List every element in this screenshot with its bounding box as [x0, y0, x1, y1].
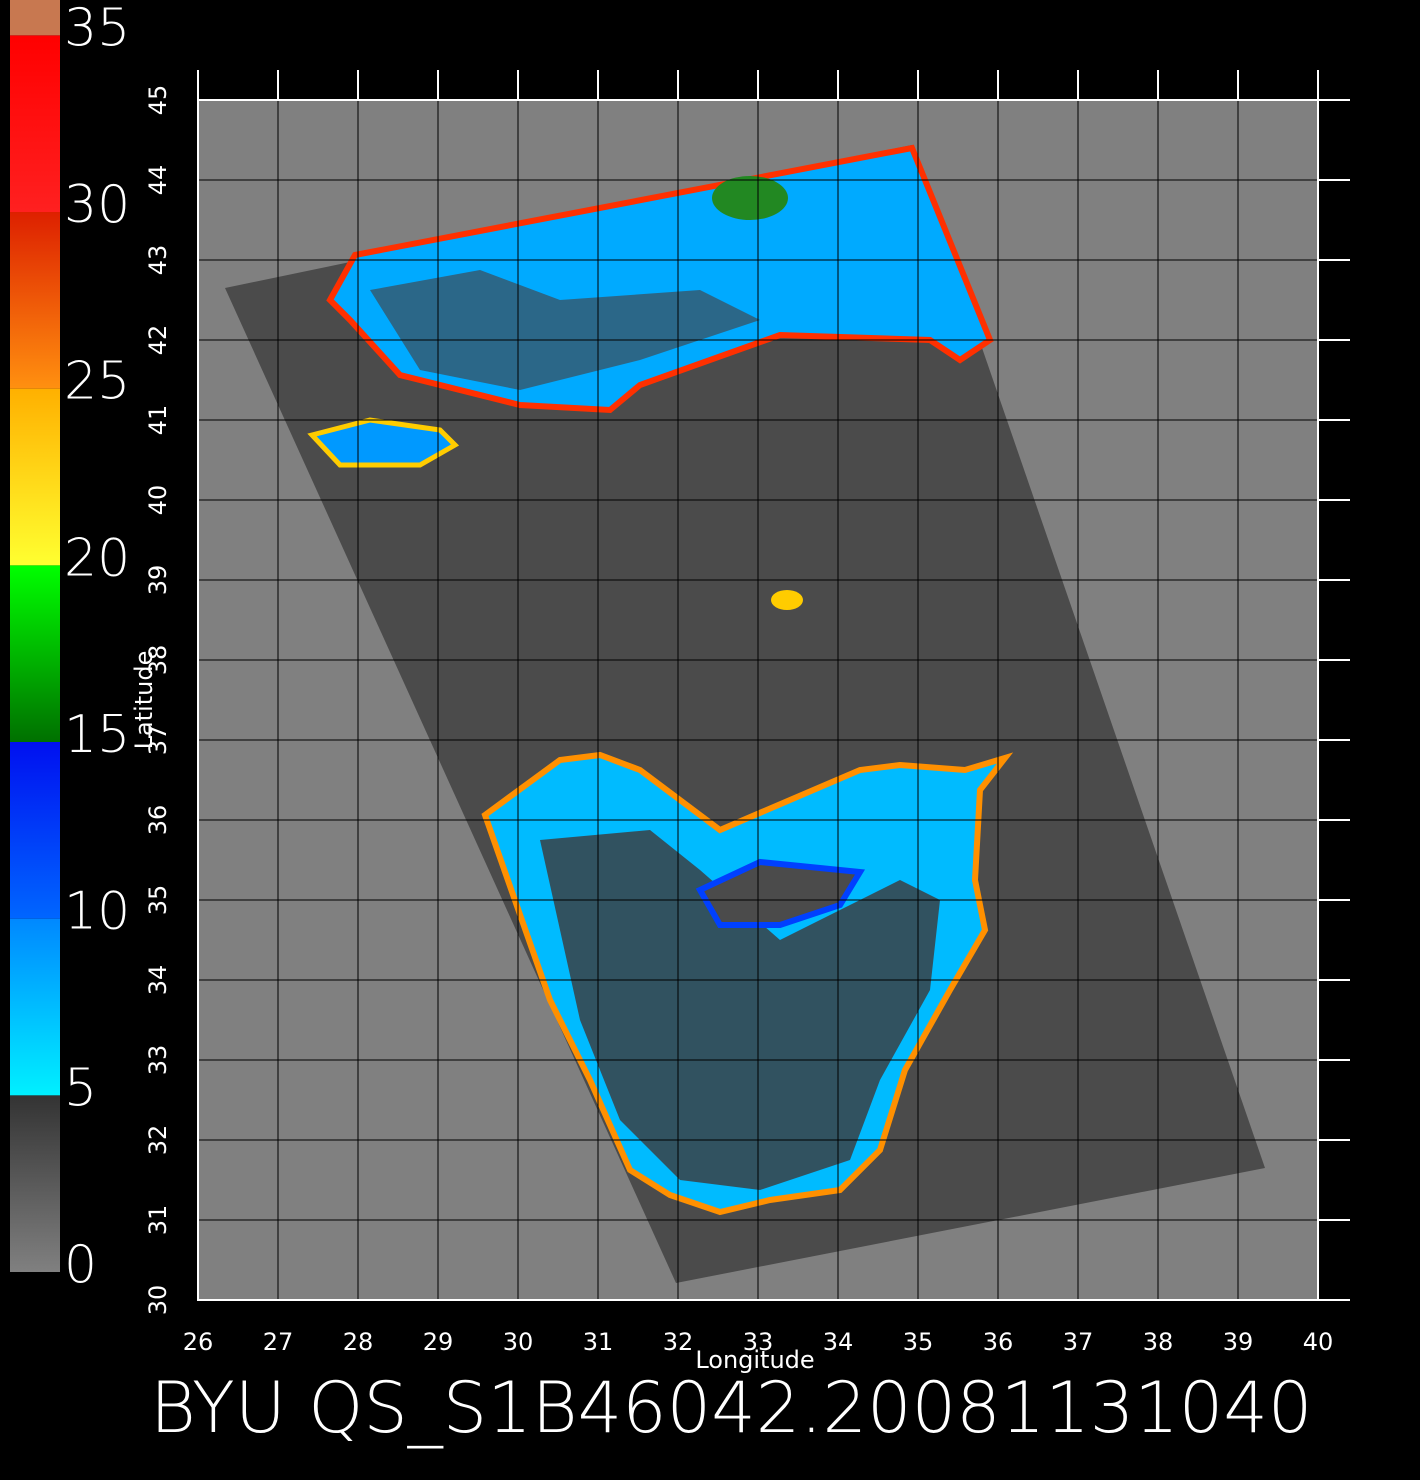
x-tick-label: 32 — [663, 1328, 694, 1356]
y-tick-label: 45 — [144, 85, 172, 116]
colorbar-label: 30 — [64, 175, 130, 235]
y-tick-label: 34 — [144, 965, 172, 996]
land-texture — [370, 270, 760, 390]
y-tick-label: 42 — [144, 325, 172, 356]
y-tick-label: 39 — [144, 565, 172, 596]
colorbar-segment — [10, 0, 60, 36]
y-tick-label: 43 — [144, 245, 172, 276]
x-tick-label: 39 — [1223, 1328, 1254, 1356]
colorbar-label: 5 — [64, 1058, 97, 1118]
colorbar-label: 0 — [64, 1235, 97, 1295]
y-tick-label: 32 — [144, 1125, 172, 1156]
x-tick-label: 31 — [583, 1328, 614, 1356]
y-tick-label: 38 — [144, 645, 172, 676]
green-patch — [712, 176, 788, 220]
x-tick-label: 38 — [1143, 1328, 1174, 1356]
axes: 26 27 28 29 30 31 32 33 34 35 36 37 38 39 40 30 31 32 33 34… — [144, 70, 1350, 1356]
colorbar-label: 10 — [64, 882, 130, 942]
colorbar-segment — [10, 742, 60, 919]
land-texture — [540, 830, 940, 1190]
colorbar-segment — [10, 388, 60, 566]
y-tick-label: 30 — [144, 1285, 172, 1316]
y-tick-label: 40 — [144, 485, 172, 516]
title: BYU QS_S1B46042.20081131040 — [150, 1367, 1312, 1449]
colorbar-segment — [10, 565, 60, 742]
land-features — [307, 144, 1014, 1216]
x-tick-label: 34 — [823, 1328, 854, 1356]
x-tick-label: 26 — [183, 1328, 214, 1356]
colorbar-label: 20 — [64, 528, 130, 588]
x-tick-label: 28 — [343, 1328, 374, 1356]
colorbar: 0 5 10 15 20 25 30 35 — [10, 0, 130, 1295]
x-tick-label: 29 — [423, 1328, 454, 1356]
y-tick-label: 31 — [144, 1205, 172, 1236]
y-tick-label: 36 — [144, 805, 172, 836]
colorbar-label: 15 — [64, 705, 130, 765]
y-tick-label: 41 — [144, 405, 172, 436]
y-axis-label: Latitude — [130, 651, 158, 750]
x-tick-label: 30 — [503, 1328, 534, 1356]
plot-frame — [197, 99, 1319, 1301]
colorbar-segment — [10, 35, 60, 213]
islet — [771, 590, 803, 610]
x-tick-label: 33 — [743, 1328, 774, 1356]
y-tick-label: 35 — [144, 885, 172, 916]
satellite-swath — [225, 145, 1265, 1283]
x-tick-label: 35 — [903, 1328, 934, 1356]
y-tick-label: 44 — [144, 165, 172, 196]
y-tick-label: 37 — [144, 725, 172, 756]
x-axis-label: Longitude — [695, 1346, 814, 1374]
y-tick-label: 33 — [144, 1045, 172, 1076]
x-tick-label: 36 — [983, 1328, 1014, 1356]
colorbar-segment — [10, 918, 60, 1096]
colorbar-label: 35 — [64, 0, 130, 58]
x-tick-label: 40 — [1303, 1328, 1334, 1356]
inland-water — [695, 858, 866, 928]
x-tick-label: 27 — [263, 1328, 294, 1356]
colorbar-segment — [10, 1095, 60, 1272]
colorbar-label: 25 — [64, 352, 130, 412]
x-tick-label: 37 — [1063, 1328, 1094, 1356]
colorbar-segment — [10, 212, 60, 389]
